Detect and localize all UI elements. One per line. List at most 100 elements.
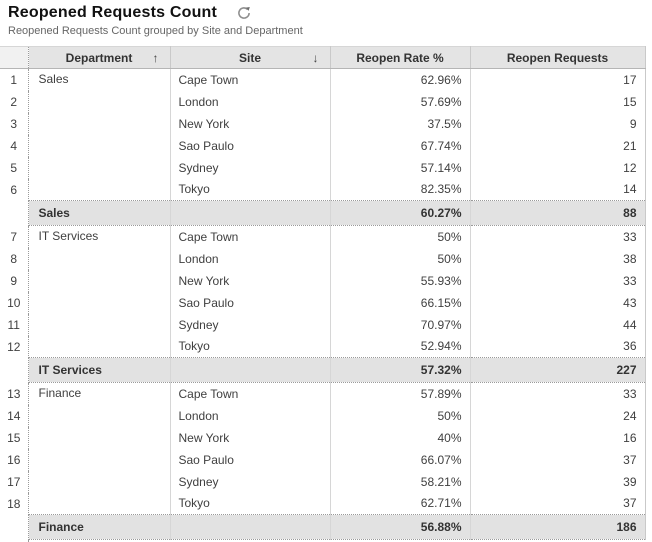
reopen-requests-cell[interactable]: 14 [470, 178, 646, 201]
row-number-cell: 12 [0, 335, 29, 358]
department-cell[interactable]: Sales [28, 68, 171, 201]
group-summary-row: Finance 56.88% 186 [0, 514, 646, 540]
site-cell[interactable]: Sydney [170, 313, 331, 336]
summary-requests-cell[interactable]: 186 [470, 514, 646, 540]
department-cell[interactable]: IT Services [28, 225, 171, 358]
site-cell[interactable]: Tokyo [170, 178, 331, 201]
column-header-reopen-requests[interactable]: Reopen Requests [470, 46, 646, 69]
table-row: 8 London 50% 38 [0, 247, 646, 270]
group-summary-row: Sales 60.27% 88 [0, 200, 646, 226]
summary-rate-cell[interactable]: 56.88% [330, 514, 471, 540]
table-row: 15 New York 40% 16 [0, 426, 646, 449]
reopen-rate-cell[interactable]: 50% [330, 404, 471, 427]
reopen-requests-cell[interactable]: 24 [470, 404, 646, 427]
reopen-rate-cell[interactable]: 67.74% [330, 134, 471, 157]
reopen-requests-cell[interactable]: 36 [470, 335, 646, 358]
reopen-rate-cell[interactable]: 50% [330, 225, 471, 248]
site-cell[interactable]: Cape Town [170, 225, 331, 248]
column-header-row-number [0, 46, 29, 69]
empty-cell [28, 539, 170, 542]
reopen-rate-cell[interactable]: 50% [330, 247, 471, 270]
reopen-rate-cell[interactable]: 57.14% [330, 156, 471, 179]
table-row: 13 Finance Cape Town 57.89% 33 [0, 382, 646, 515]
summary-department-cell[interactable]: IT Services [28, 357, 171, 383]
summary-requests-cell[interactable]: 227 [470, 357, 646, 383]
reopen-rate-cell[interactable]: 40% [330, 426, 471, 449]
row-number-cell: 10 [0, 291, 29, 314]
reopen-requests-cell[interactable]: 33 [470, 382, 646, 405]
table-row: 7 IT Services Cape Town 50% 33 [0, 225, 646, 358]
reopen-rate-cell[interactable]: 57.89% [330, 382, 471, 405]
summary-rate-cell[interactable]: 57.32% [330, 357, 471, 383]
reopen-requests-cell[interactable]: 44 [470, 313, 646, 336]
reopen-rate-cell[interactable]: 55.93% [330, 269, 471, 292]
table-row: 3 New York 37.5% 9 [0, 112, 646, 135]
summary-department-cell[interactable]: Finance [28, 514, 171, 540]
column-header-department[interactable]: Department ↑ [28, 46, 171, 69]
reopen-requests-cell[interactable]: 33 [470, 269, 646, 292]
refresh-button[interactable] [235, 4, 253, 22]
row-number-cell: 16 [0, 448, 29, 471]
reopen-rate-cell[interactable]: 62.71% [330, 492, 471, 515]
site-cell[interactable]: Tokyo [170, 492, 331, 515]
site-cell[interactable]: London [170, 247, 331, 270]
table-row: 11 Sydney 70.97% 44 [0, 313, 646, 336]
site-cell[interactable]: Sydney [170, 156, 331, 179]
reopen-requests-cell[interactable]: 12 [470, 156, 646, 179]
row-number-cell: 13 [0, 382, 29, 405]
summary-requests-cell[interactable]: 88 [470, 200, 646, 226]
reopen-requests-cell[interactable]: 37 [470, 448, 646, 471]
reopen-requests-cell[interactable]: 38 [470, 247, 646, 270]
site-cell[interactable]: New York [170, 426, 331, 449]
table-row: 4 Sao Paulo 67.74% 21 [0, 134, 646, 157]
reopen-rate-cell[interactable]: 52.94% [330, 335, 471, 358]
site-cell[interactable]: Cape Town [170, 68, 331, 91]
title-bar: Reopened Requests Count [0, 0, 652, 22]
reopen-requests-cell[interactable]: 37 [470, 492, 646, 515]
column-header-label: Reopen Rate % [356, 50, 444, 65]
site-cell[interactable]: London [170, 90, 331, 113]
page-title: Reopened Requests Count [8, 4, 218, 21]
reopen-rate-cell[interactable]: 70.97% [330, 313, 471, 336]
reopen-requests-cell[interactable]: 21 [470, 134, 646, 157]
table-row: 6 Tokyo 82.35% 14 [0, 178, 646, 201]
sort-desc-icon[interactable]: ↓ [312, 50, 319, 65]
site-cell[interactable]: Sao Paulo [170, 134, 331, 157]
reopen-requests-cell[interactable]: 39 [470, 470, 646, 493]
column-header-reopen-rate[interactable]: Reopen Rate % [330, 46, 471, 69]
column-header-site[interactable]: Site ↓ [170, 46, 331, 69]
reopen-rate-cell[interactable]: 66.07% [330, 448, 471, 471]
row-number-cell: 3 [0, 112, 29, 135]
site-cell[interactable]: New York [170, 269, 331, 292]
sort-asc-icon[interactable]: ↑ [152, 50, 159, 65]
row-number-cell [0, 200, 29, 226]
site-cell[interactable]: London [170, 404, 331, 427]
table-row: 5 Sydney 57.14% 12 [0, 156, 646, 179]
summary-site-cell [170, 357, 331, 383]
site-cell[interactable]: New York [170, 112, 331, 135]
summary-department-cell[interactable]: Sales [28, 200, 171, 226]
site-cell[interactable]: Sao Paulo [170, 291, 331, 314]
site-cell[interactable]: Sydney [170, 470, 331, 493]
site-cell[interactable]: Cape Town [170, 382, 331, 405]
reopen-rate-cell[interactable]: 58.21% [330, 470, 471, 493]
summary-rate-cell[interactable]: 60.27% [330, 200, 471, 226]
reopen-requests-cell[interactable]: 17 [470, 68, 646, 91]
reopen-requests-cell[interactable]: 33 [470, 225, 646, 248]
reopen-requests-cell[interactable]: 9 [470, 112, 646, 135]
department-cell[interactable]: Finance [28, 382, 171, 515]
reopen-requests-cell[interactable]: 15 [470, 90, 646, 113]
row-number-cell: 15 [0, 426, 29, 449]
reopen-rate-cell[interactable]: 37.5% [330, 112, 471, 135]
reopen-rate-cell[interactable]: 62.96% [330, 68, 471, 91]
reopen-rate-cell[interactable]: 82.35% [330, 178, 471, 201]
reopen-requests-cell[interactable]: 16 [470, 426, 646, 449]
row-number-cell: 17 [0, 470, 29, 493]
site-cell[interactable]: Sao Paulo [170, 448, 331, 471]
row-number-cell [0, 514, 29, 540]
reopen-rate-cell[interactable]: 57.69% [330, 90, 471, 113]
site-cell[interactable]: Tokyo [170, 335, 331, 358]
reopen-rate-cell[interactable]: 66.15% [330, 291, 471, 314]
reopen-requests-cell[interactable]: 43 [470, 291, 646, 314]
